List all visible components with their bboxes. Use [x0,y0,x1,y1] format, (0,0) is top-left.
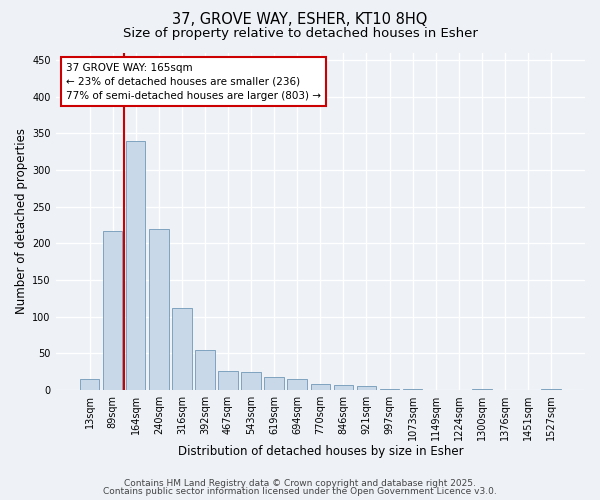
Text: 37, GROVE WAY, ESHER, KT10 8HQ: 37, GROVE WAY, ESHER, KT10 8HQ [172,12,428,28]
Bar [541,389,561,390]
Bar [80,379,100,390]
Text: Size of property relative to detached houses in Esher: Size of property relative to detached ho… [122,26,478,40]
Bar [172,308,191,390]
Bar [218,371,238,390]
Bar [380,389,400,390]
Bar [265,378,284,390]
Bar [103,232,122,390]
Bar [287,379,307,390]
Bar [241,372,261,390]
Bar [311,384,330,390]
Text: Contains public sector information licensed under the Open Government Licence v3: Contains public sector information licen… [103,486,497,496]
Bar [403,389,422,390]
X-axis label: Distribution of detached houses by size in Esher: Distribution of detached houses by size … [178,444,463,458]
Text: 37 GROVE WAY: 165sqm
← 23% of detached houses are smaller (236)
77% of semi-deta: 37 GROVE WAY: 165sqm ← 23% of detached h… [66,62,321,100]
Bar [356,386,376,390]
Y-axis label: Number of detached properties: Number of detached properties [15,128,28,314]
Bar [149,228,169,390]
Text: Contains HM Land Registry data © Crown copyright and database right 2025.: Contains HM Land Registry data © Crown c… [124,478,476,488]
Bar [126,140,145,390]
Bar [195,350,215,390]
Bar [472,389,491,390]
Bar [334,386,353,390]
